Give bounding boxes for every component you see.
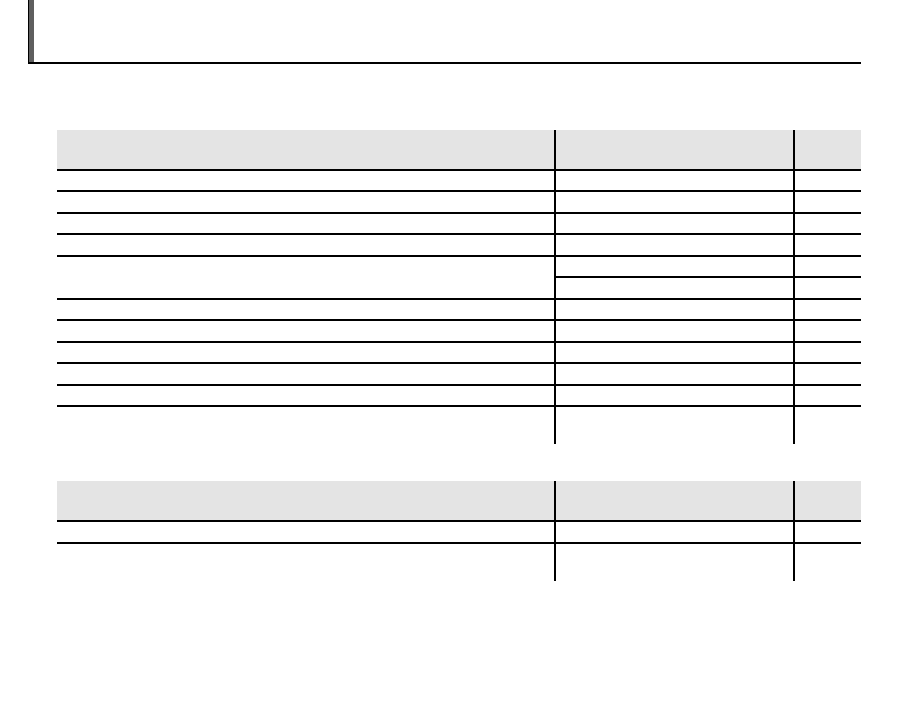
row-divider [57, 255, 861, 257]
column-divider [554, 481, 556, 581]
column-divider [554, 130, 556, 444]
row-divider [57, 298, 861, 300]
column-divider [793, 130, 795, 444]
section-title-rule [28, 62, 861, 64]
row-divider [57, 542, 861, 544]
row-divider [57, 169, 861, 171]
row-divider [57, 190, 861, 192]
table-header [57, 481, 861, 520]
row-divider [57, 405, 861, 407]
row-divider [57, 362, 861, 364]
column-divider [793, 481, 795, 581]
row-divider [57, 233, 861, 235]
section-title-marker [28, 0, 34, 63]
row-divider [57, 212, 861, 214]
row-divider [57, 384, 861, 386]
table-header [57, 130, 861, 169]
row-divider [57, 341, 861, 343]
row-divider [57, 319, 861, 321]
row-divider [555, 276, 861, 278]
row-divider [57, 520, 861, 522]
